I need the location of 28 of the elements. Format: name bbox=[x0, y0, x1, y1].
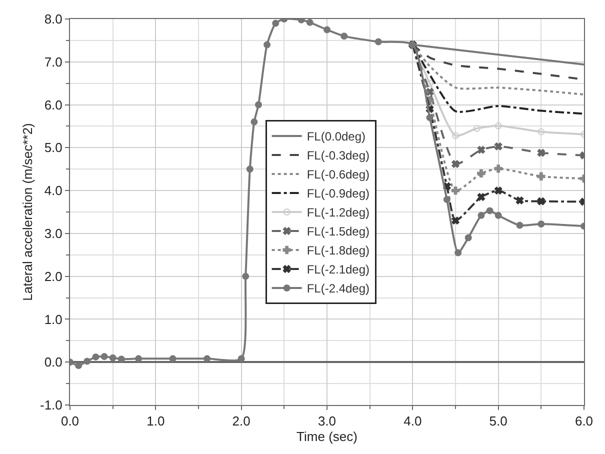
y-tick-label: 7.0 bbox=[44, 54, 62, 70]
y-tick-label: 5.0 bbox=[44, 140, 62, 156]
legend-label: FL(-1.2deg) bbox=[306, 206, 370, 220]
legend-label: FL(-1.8deg) bbox=[306, 244, 370, 258]
x-tick-label: 1.0 bbox=[146, 414, 165, 429]
y-tick-label: 8.0 bbox=[44, 12, 62, 27]
x-tick-label: 3.0 bbox=[318, 414, 336, 429]
y-tick-label: 0.0 bbox=[44, 354, 62, 370]
x-axis-title: Time (sec) bbox=[296, 429, 358, 444]
x-tick-label: 2.0 bbox=[232, 414, 250, 429]
legend-label: FL(-2.1deg) bbox=[306, 262, 370, 277]
x-tick-label: 0.0 bbox=[60, 414, 80, 429]
x-tick-label: 4.0 bbox=[404, 414, 422, 429]
x-tick-label: 5.0 bbox=[489, 414, 508, 429]
legend-label: FL(-0.9deg) bbox=[306, 186, 370, 201]
legend-label: FL(0.0deg) bbox=[306, 130, 366, 144]
legend-label: FL(-2.4deg) bbox=[306, 282, 370, 296]
y-tick-label: 6.0 bbox=[44, 97, 62, 112]
y-axis-title: Lateral acceleration (m/sec**2) bbox=[20, 123, 35, 301]
y-tick-label: -1.0 bbox=[40, 398, 62, 413]
y-tick-label: 2.0 bbox=[44, 268, 62, 284]
x-tick-label: 6.0 bbox=[574, 414, 594, 429]
legend-label: FL(-0.3deg) bbox=[306, 148, 370, 163]
y-tick-label: 4.0 bbox=[44, 183, 62, 198]
legend-label: FL(-1.5deg) bbox=[306, 224, 370, 239]
y-tick-label: 3.0 bbox=[44, 226, 62, 241]
legend-label: FL(-0.6deg) bbox=[306, 168, 370, 182]
y-tick-label: 1.0 bbox=[44, 312, 62, 327]
